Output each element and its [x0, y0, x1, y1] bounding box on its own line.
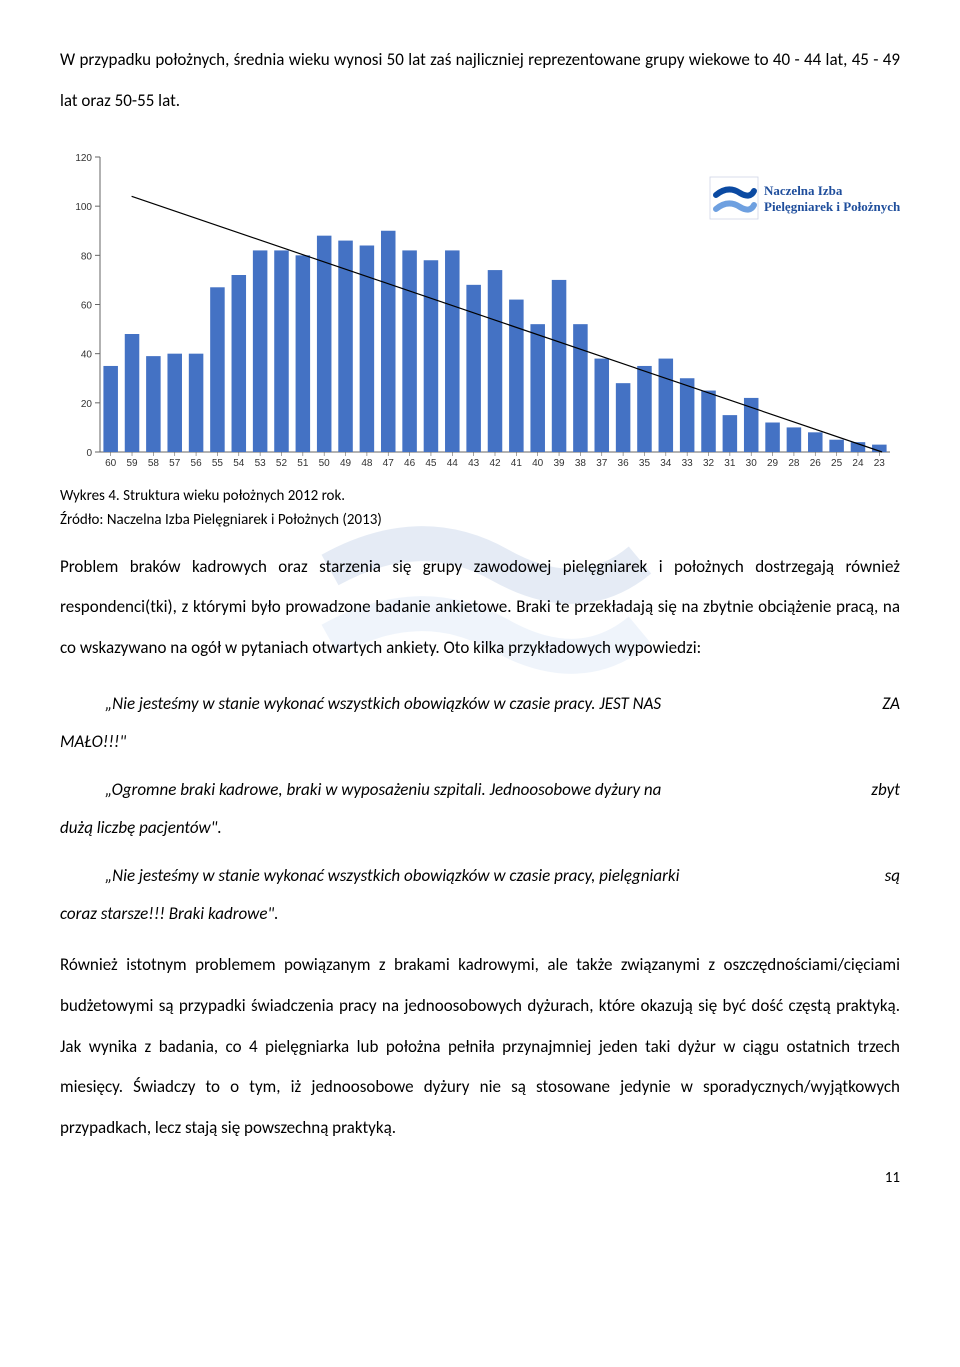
- quote-3-cont: coraz starsze!!! Braki kadrowe".: [60, 897, 900, 931]
- svg-text:40: 40: [81, 349, 93, 360]
- svg-text:50: 50: [319, 458, 331, 469]
- svg-text:60: 60: [105, 458, 117, 469]
- age-structure-bar-chart: 0 20 40 60 80 100 120 60 59 58 57 56 55 54 53 52 51 50 49 4…: [60, 147, 900, 477]
- svg-text:26: 26: [810, 458, 822, 469]
- svg-text:59: 59: [126, 458, 138, 469]
- quote-text: „Ogromne braki kadrowe, braki w wyposaże…: [60, 773, 851, 807]
- svg-text:28: 28: [788, 458, 800, 469]
- svg-text:43: 43: [468, 458, 480, 469]
- svg-text:54: 54: [233, 458, 245, 469]
- svg-text:20: 20: [81, 398, 93, 409]
- svg-text:44: 44: [447, 458, 459, 469]
- quote-2-line: „Ogromne braki kadrowe, braki w wyposaże…: [60, 773, 900, 807]
- quote-text: „Nie jesteśmy w stanie wykonać wszystkic…: [60, 687, 862, 721]
- svg-text:30: 30: [746, 458, 758, 469]
- svg-text:100: 100: [75, 202, 92, 213]
- svg-text:38: 38: [575, 458, 587, 469]
- quote-text: „Nie jesteśmy w stanie wykonać wszystkic…: [60, 859, 865, 893]
- svg-text:23: 23: [874, 458, 886, 469]
- svg-text:25: 25: [831, 458, 843, 469]
- svg-text:31: 31: [724, 458, 736, 469]
- svg-text:49: 49: [340, 458, 352, 469]
- svg-text:42: 42: [489, 458, 501, 469]
- svg-text:48: 48: [361, 458, 373, 469]
- svg-text:Pielęgniarek i Położnych: Pielęgniarek i Położnych: [764, 199, 900, 214]
- svg-text:53: 53: [255, 458, 267, 469]
- svg-text:40: 40: [532, 458, 544, 469]
- svg-text:60: 60: [81, 300, 93, 311]
- svg-text:24: 24: [852, 458, 864, 469]
- svg-text:29: 29: [767, 458, 779, 469]
- svg-text:47: 47: [383, 458, 395, 469]
- svg-text:51: 51: [297, 458, 309, 469]
- svg-text:36: 36: [618, 458, 630, 469]
- svg-text:58: 58: [148, 458, 160, 469]
- svg-text:55: 55: [212, 458, 224, 469]
- svg-text:0: 0: [86, 448, 92, 459]
- svg-text:52: 52: [276, 458, 288, 469]
- svg-text:39: 39: [553, 458, 565, 469]
- svg-text:33: 33: [682, 458, 694, 469]
- svg-text:120: 120: [75, 153, 92, 164]
- svg-text:32: 32: [703, 458, 715, 469]
- svg-text:46: 46: [404, 458, 416, 469]
- svg-text:37: 37: [596, 458, 608, 469]
- svg-text:45: 45: [425, 458, 437, 469]
- quote-2-cont: dużą liczbę pacjentów".: [60, 811, 900, 845]
- svg-text:41: 41: [511, 458, 523, 469]
- quote-right-frag: są: [865, 859, 900, 893]
- svg-text:57: 57: [169, 458, 181, 469]
- page-number: 11: [885, 1169, 900, 1187]
- quote-right-frag: zbyt: [851, 773, 900, 807]
- closing-paragraph: Również istotnym problemem powiązanym z …: [60, 945, 900, 1149]
- chart-source: Źródło: Naczelna Izba Pielęgniarek i Poł…: [60, 511, 900, 529]
- svg-text:80: 80: [81, 251, 93, 262]
- quote-3-line: „Nie jesteśmy w stanie wykonać wszystkic…: [60, 859, 900, 893]
- quote-1-cont: MAŁO!!!": [60, 725, 900, 759]
- svg-text:56: 56: [191, 458, 203, 469]
- svg-text:35: 35: [639, 458, 651, 469]
- chart-container: 0 20 40 60 80 100 120 60 59 58 57 56 55 54 53 52 51 50 49 4…: [60, 147, 900, 477]
- quote-right-frag: ZA: [862, 687, 900, 721]
- intro-paragraph: W przypadku położnych, średnia wieku wyn…: [60, 40, 900, 122]
- problem-paragraph: Problem braków kadrowych oraz starzenia …: [60, 547, 900, 669]
- svg-text:34: 34: [660, 458, 672, 469]
- svg-text:Naczelna Izba: Naczelna Izba: [764, 183, 843, 198]
- chart-caption: Wykres 4. Struktura wieku położnych 2012…: [60, 487, 900, 505]
- quote-1-line: „Nie jesteśmy w stanie wykonać wszystkic…: [60, 687, 900, 721]
